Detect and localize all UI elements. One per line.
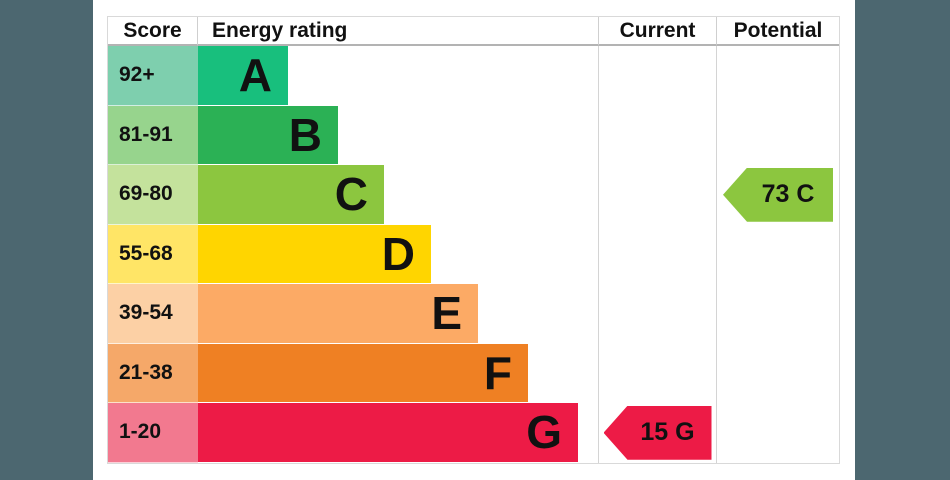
rating-letter-D: D [381, 227, 415, 280]
rating-row-G: G [198, 403, 598, 463]
score-range-C: 69-80 [108, 165, 198, 225]
rating-letter-C: C [334, 168, 368, 221]
potential-cell-B [716, 105, 839, 165]
score-range-label-B: 81-91 [119, 122, 173, 146]
score-range-label-G: 1-20 [119, 420, 162, 444]
rating-letter-G: G [526, 406, 562, 459]
rating-row-D: D [198, 224, 598, 284]
rating-row-B: B [198, 105, 598, 165]
potential-cell-C: 73 C [716, 165, 839, 225]
rating-row-F: F [198, 343, 598, 403]
score-column-header: Score [108, 17, 198, 46]
current-cell-E [598, 284, 716, 344]
current-column-header: Current [598, 17, 716, 46]
current-cell-F [598, 343, 716, 403]
potential-column-header: Potential [716, 17, 839, 46]
score-range-label-D: 55-68 [119, 241, 173, 265]
rating-row-A: A [198, 46, 598, 106]
energy-rating-column-header: Energy rating [198, 17, 598, 46]
score-range-G: 1-20 [108, 403, 198, 463]
epc-rating-table: Score Energy rating Current Potential 92… [107, 16, 840, 464]
rating-letter-A: A [238, 49, 272, 102]
current-cell-B [598, 105, 716, 165]
current-cell-A [598, 46, 716, 106]
rating-bar-F: F [198, 343, 528, 402]
rating-bar-E: E [198, 284, 478, 343]
score-range-D: 55-68 [108, 224, 198, 284]
potential-cell-E [716, 284, 839, 344]
rating-bar-D: D [198, 224, 431, 283]
potential-cell-D [716, 224, 839, 284]
rating-bar-C: C [198, 165, 384, 224]
current-rating-arrow: 15 G [603, 405, 712, 460]
rating-row-C: C [198, 165, 598, 225]
potential-cell-A [716, 46, 839, 106]
current-cell-G: 15 G [598, 403, 716, 463]
current-cell-C [598, 165, 716, 225]
left-dark-band [0, 0, 93, 480]
score-range-label-F: 21-38 [119, 360, 173, 384]
current-cell-D [598, 224, 716, 284]
potential-cell-G [716, 403, 839, 463]
potential-cell-F [716, 343, 839, 403]
score-range-E: 39-54 [108, 284, 198, 344]
rating-bar-A: A [198, 46, 288, 105]
right-dark-band [855, 0, 950, 480]
score-range-A: 92+ [108, 46, 198, 106]
rating-bar-B: B [198, 105, 338, 164]
rating-letter-E: E [431, 287, 462, 340]
potential-rating-arrow: 73 C [723, 167, 833, 222]
score-range-label-C: 69-80 [119, 182, 173, 206]
score-range-B: 81-91 [108, 105, 198, 165]
rating-letter-F: F [483, 346, 512, 399]
score-range-F: 21-38 [108, 343, 198, 403]
score-range-label-A: 92+ [119, 63, 155, 87]
score-range-label-E: 39-54 [119, 301, 173, 325]
rating-letter-B: B [288, 108, 322, 161]
rating-bar-G: G [198, 403, 578, 462]
rating-row-E: E [198, 284, 598, 344]
